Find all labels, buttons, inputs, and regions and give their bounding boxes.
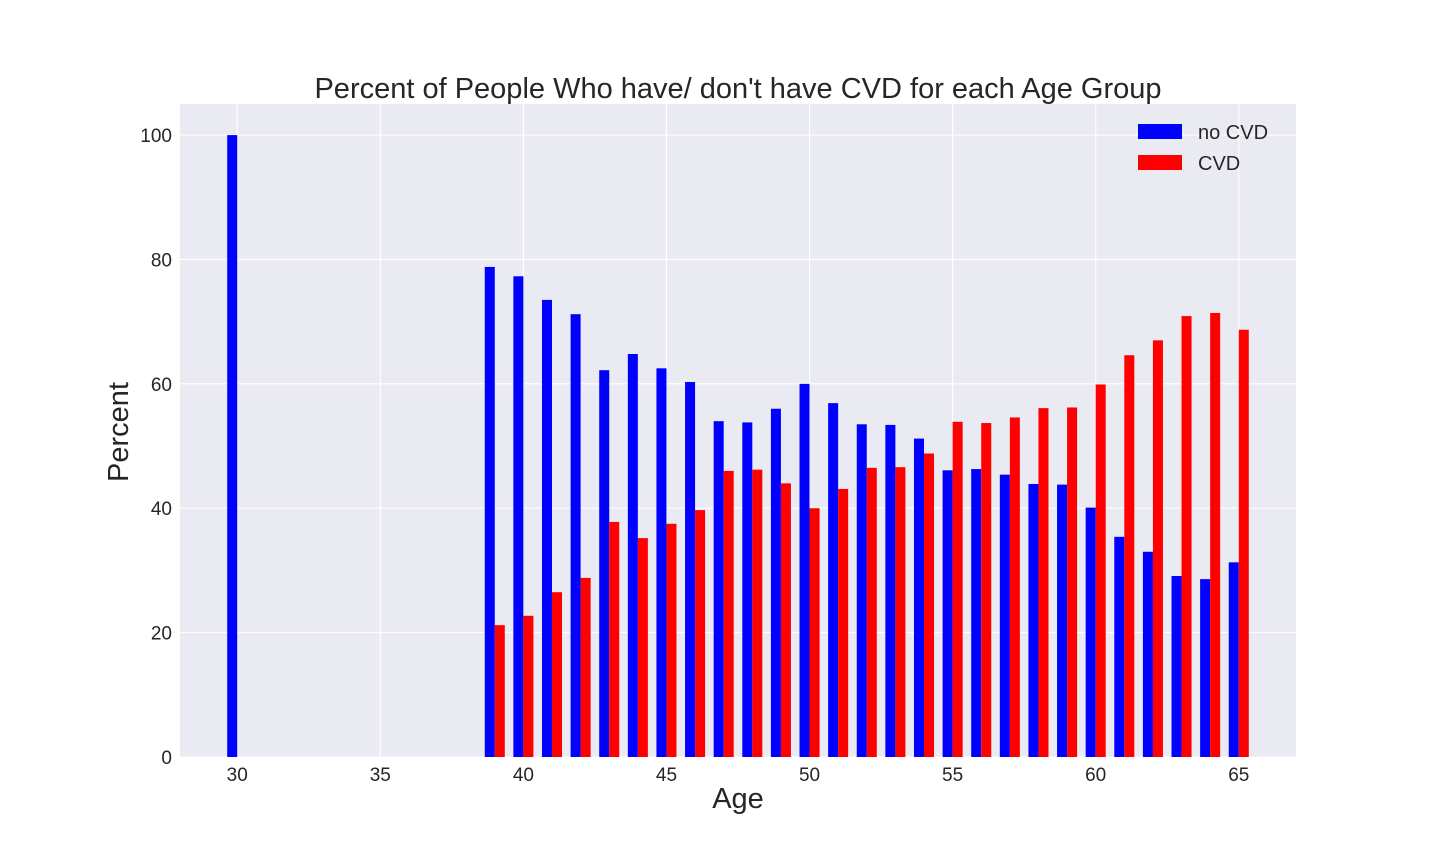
bar-no-cvd <box>1228 562 1239 757</box>
plot-area <box>180 104 1296 757</box>
bar-cvd <box>952 421 963 757</box>
bar-no-cvd <box>1114 536 1125 757</box>
gridlines <box>180 104 1296 758</box>
bar-no-cvd <box>913 438 924 757</box>
bar-no-cvd <box>885 424 896 757</box>
bar-no-cvd <box>942 470 953 757</box>
bar-no-cvd <box>856 424 867 757</box>
x-axis-label: Age <box>712 783 764 815</box>
y-tick-label: 100 <box>140 126 172 147</box>
bar-no-cvd <box>799 383 810 757</box>
bar-no-cvd <box>1028 483 1039 757</box>
x-tick-label: 45 <box>656 765 677 786</box>
bar-cvd <box>695 510 706 757</box>
bar-no-cvd <box>1142 551 1153 757</box>
bar-no-cvd <box>1171 576 1182 757</box>
x-tick-label: 50 <box>799 765 820 786</box>
y-tick-label: 60 <box>151 375 172 396</box>
legend: no CVD CVD <box>1138 122 1268 175</box>
bar-cvd <box>580 577 591 757</box>
bar-cvd <box>1238 329 1249 757</box>
bar-cvd <box>895 467 906 757</box>
bar-cvd <box>924 453 935 757</box>
x-tick-label: 40 <box>513 765 534 786</box>
y-tick-label: 40 <box>151 499 172 520</box>
bar-cvd <box>1067 407 1078 757</box>
x-tick-label: 60 <box>1085 765 1106 786</box>
x-tick-label: 35 <box>370 765 391 786</box>
bar-cvd <box>780 483 791 757</box>
y-tick-label: 80 <box>151 250 172 271</box>
bar-cvd <box>1124 355 1135 757</box>
y-axis-label: Percent <box>103 382 135 482</box>
bar-cvd <box>494 625 505 757</box>
bar-no-cvd <box>227 135 238 758</box>
bar-cvd <box>1095 384 1106 757</box>
bar-no-cvd <box>541 299 552 757</box>
bar-cvd <box>523 615 534 757</box>
x-tick-label: 30 <box>227 765 248 786</box>
bar-cvd <box>1181 316 1192 757</box>
bars-group <box>227 135 1249 758</box>
x-tick-label: 55 <box>942 765 963 786</box>
bar-no-cvd <box>742 422 753 757</box>
bar-no-cvd <box>656 368 667 757</box>
bar-no-cvd <box>685 381 696 757</box>
bar-no-cvd <box>1200 579 1211 757</box>
bar-no-cvd <box>627 354 638 757</box>
legend-swatch-no-cvd <box>1138 124 1182 139</box>
bar-no-cvd <box>999 474 1010 757</box>
x-tick-labels: 30 35 40 45 50 55 60 65 <box>227 765 1250 786</box>
bar-cvd <box>1009 417 1020 757</box>
bar-cvd <box>752 469 763 757</box>
bar-cvd <box>1210 312 1221 757</box>
bar-no-cvd <box>713 421 724 757</box>
bar-cvd <box>866 467 877 757</box>
bar-no-cvd <box>770 408 781 757</box>
bar-cvd <box>609 521 620 757</box>
bar-cvd <box>666 523 677 757</box>
legend-label-no-cvd: no CVD <box>1198 122 1268 144</box>
bar-no-cvd <box>570 314 581 757</box>
bar-no-cvd <box>1085 507 1096 757</box>
chart-title: Percent of People Who have/ don't have C… <box>314 73 1161 105</box>
bar-cvd <box>1152 340 1163 757</box>
bar-cvd <box>552 592 563 757</box>
bar-no-cvd <box>599 370 610 757</box>
y-tick-labels: 0 20 40 60 80 100 <box>140 126 172 769</box>
bar-no-cvd <box>828 403 839 757</box>
bar-no-cvd <box>513 276 524 757</box>
y-tick-label: 20 <box>151 624 172 645</box>
bar-cvd <box>637 538 648 757</box>
x-tick-label: 65 <box>1228 765 1249 786</box>
bar-no-cvd <box>1057 484 1068 757</box>
legend-swatch-cvd <box>1138 155 1182 170</box>
bar-cvd <box>723 470 734 757</box>
bar-no-cvd <box>484 266 495 757</box>
legend-label-cvd: CVD <box>1198 153 1240 175</box>
bar-cvd <box>1038 408 1049 757</box>
bar-no-cvd <box>971 469 982 757</box>
bar-cvd <box>838 488 849 757</box>
bar-cvd <box>981 423 992 757</box>
bar-cvd <box>809 508 820 757</box>
y-tick-label: 0 <box>161 748 172 769</box>
